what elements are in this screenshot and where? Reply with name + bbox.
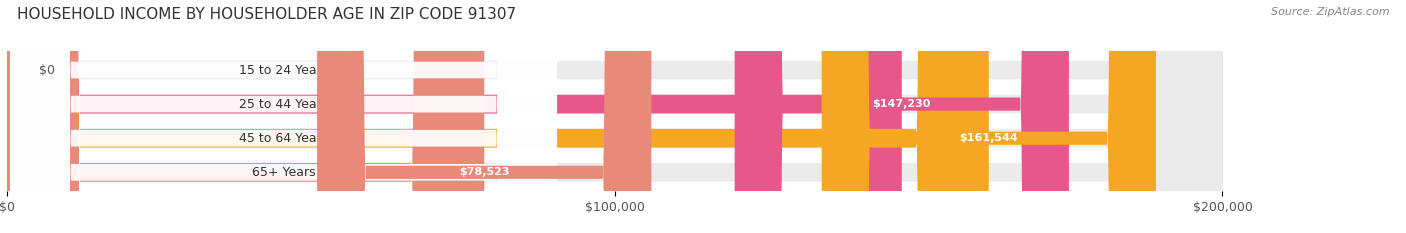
FancyBboxPatch shape: [318, 0, 651, 233]
Text: $161,544: $161,544: [959, 133, 1018, 143]
Text: HOUSEHOLD INCOME BY HOUSEHOLDER AGE IN ZIP CODE 91307: HOUSEHOLD INCOME BY HOUSEHOLDER AGE IN Z…: [17, 7, 516, 22]
FancyBboxPatch shape: [7, 0, 1222, 233]
FancyBboxPatch shape: [10, 0, 557, 233]
Text: 45 to 64 Years: 45 to 64 Years: [239, 132, 328, 145]
Text: 15 to 24 Years: 15 to 24 Years: [239, 64, 328, 76]
Text: $78,523: $78,523: [458, 167, 509, 177]
FancyBboxPatch shape: [7, 0, 988, 233]
FancyBboxPatch shape: [7, 0, 901, 233]
Text: $0: $0: [38, 64, 55, 76]
FancyBboxPatch shape: [7, 0, 17, 233]
FancyBboxPatch shape: [821, 0, 1156, 233]
Text: 65+ Years: 65+ Years: [252, 166, 315, 179]
FancyBboxPatch shape: [735, 0, 1069, 233]
Text: 25 to 44 Years: 25 to 44 Years: [239, 98, 328, 111]
FancyBboxPatch shape: [10, 0, 557, 233]
Text: Source: ZipAtlas.com: Source: ZipAtlas.com: [1271, 7, 1389, 17]
FancyBboxPatch shape: [7, 0, 1222, 233]
FancyBboxPatch shape: [7, 0, 1222, 233]
Text: $147,230: $147,230: [873, 99, 931, 109]
FancyBboxPatch shape: [7, 0, 484, 233]
FancyBboxPatch shape: [10, 0, 557, 233]
FancyBboxPatch shape: [7, 0, 1222, 233]
FancyBboxPatch shape: [10, 0, 557, 233]
